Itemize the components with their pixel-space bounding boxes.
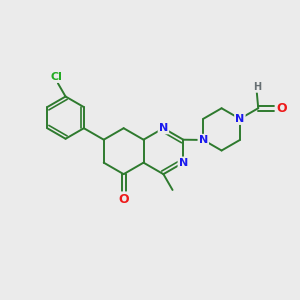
Text: N: N xyxy=(235,114,244,124)
Text: N: N xyxy=(199,135,208,145)
Text: N: N xyxy=(159,123,168,133)
Text: Cl: Cl xyxy=(50,72,62,82)
Text: O: O xyxy=(118,193,129,206)
Text: H: H xyxy=(253,82,261,92)
Text: N: N xyxy=(179,158,188,168)
Text: O: O xyxy=(276,102,286,115)
